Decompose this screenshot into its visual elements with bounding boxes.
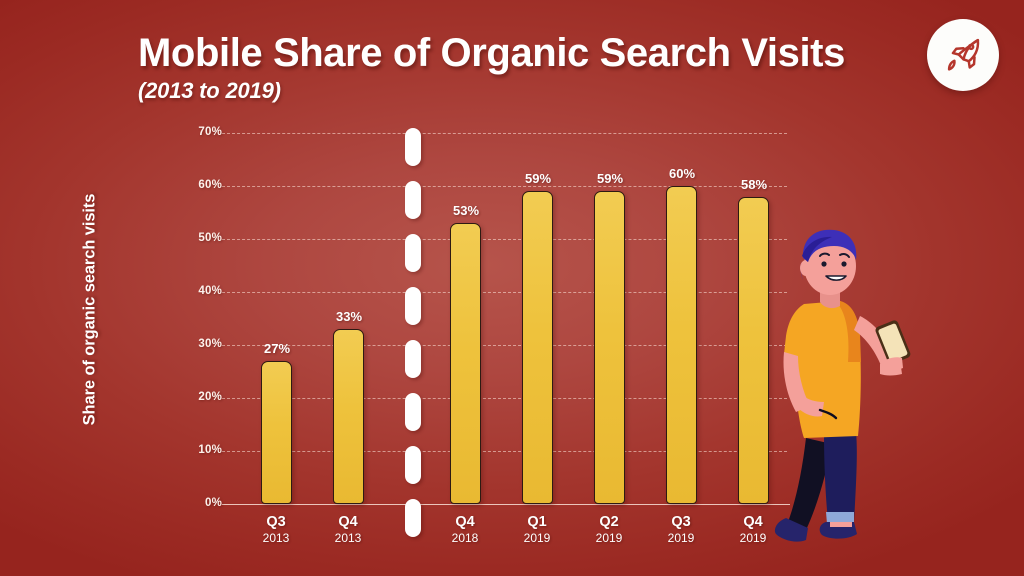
bar-value-q1-2019: 59% <box>524 171 552 186</box>
x-tick-q3-2013: Q3 2013 <box>241 514 311 545</box>
bar-value-q3-2013: 27% <box>263 341 291 356</box>
bar-q3-2013[interactable] <box>261 361 292 504</box>
bar-value-q4-2018: 53% <box>452 203 480 218</box>
bar-q2-2019[interactable] <box>594 191 625 504</box>
page-subtitle: (2013 to 2019) <box>138 78 281 103</box>
y-tick-label-40: 40% <box>198 285 222 297</box>
gridline-30 <box>222 345 787 346</box>
bar-value-q3-2019: 60% <box>668 166 696 181</box>
gridline-50 <box>222 239 787 240</box>
y-tick-label-10: 10% <box>198 444 222 456</box>
gridline-10 <box>222 451 787 452</box>
y-tick-label-60: 60% <box>198 179 222 191</box>
x-tick-q3-2019: Q3 2019 <box>646 514 716 545</box>
bar-q3-2019[interactable] <box>666 186 697 504</box>
x-tick-year: 2019 <box>739 531 767 545</box>
rocket-icon <box>947 38 980 71</box>
x-tick-year: 2018 <box>451 531 479 545</box>
x-tick-quarter: Q4 <box>338 514 358 530</box>
x-tick-year: 2013 <box>334 531 362 545</box>
axis-break-indicator <box>405 128 421 543</box>
x-tick-quarter: Q3 <box>671 514 691 530</box>
x-tick-quarter: Q4 <box>743 514 763 530</box>
bar-value-q4-2019: 58% <box>740 177 768 192</box>
person-with-phone-illustration <box>762 222 922 542</box>
x-tick-q4-2019: Q4 2019 <box>718 514 788 545</box>
x-tick-q1-2019: Q1 2019 <box>502 514 572 545</box>
x-tick-year: 2013 <box>262 531 290 545</box>
person-illustration-svg <box>774 229 911 542</box>
y-axis-title: Share of organic search visits <box>80 193 99 426</box>
bar-value-q2-2019: 59% <box>596 171 624 186</box>
x-tick-year: 2019 <box>595 531 623 545</box>
bar-q1-2019[interactable] <box>522 191 553 504</box>
brand-logo <box>927 19 999 91</box>
y-tick-label-20: 20% <box>198 391 222 403</box>
y-tick-label-30: 30% <box>198 338 222 350</box>
x-tick-q4-2018: Q4 2018 <box>430 514 500 545</box>
x-axis-baseline <box>222 504 790 505</box>
bar-q4-2018[interactable] <box>450 223 481 504</box>
gridline-20 <box>222 398 787 399</box>
x-tick-q2-2019: Q2 2019 <box>574 514 644 545</box>
y-tick-label-0: 0% <box>204 497 222 509</box>
gridline-60 <box>222 186 787 187</box>
x-tick-quarter: Q2 <box>599 514 619 530</box>
x-tick-q4-2013: Q4 2013 <box>313 514 383 545</box>
x-tick-year: 2019 <box>667 531 695 545</box>
y-tick-label-70: 70% <box>198 126 222 138</box>
page-title: Mobile Share of Organic Search Visits <box>138 31 845 75</box>
gridline-70 <box>222 133 787 134</box>
title-block: Mobile Share of Organic Search Visits (2… <box>138 32 898 104</box>
gridline-40 <box>222 292 787 293</box>
x-tick-year: 2019 <box>523 531 551 545</box>
y-tick-label-50: 50% <box>198 232 222 244</box>
bar-q4-2013[interactable] <box>333 329 364 504</box>
x-tick-quarter: Q1 <box>527 514 547 530</box>
bar-q4-2019[interactable] <box>738 197 769 504</box>
x-tick-quarter: Q3 <box>266 514 286 530</box>
bar-value-q4-2013: 33% <box>335 309 363 324</box>
x-tick-quarter: Q4 <box>455 514 475 530</box>
